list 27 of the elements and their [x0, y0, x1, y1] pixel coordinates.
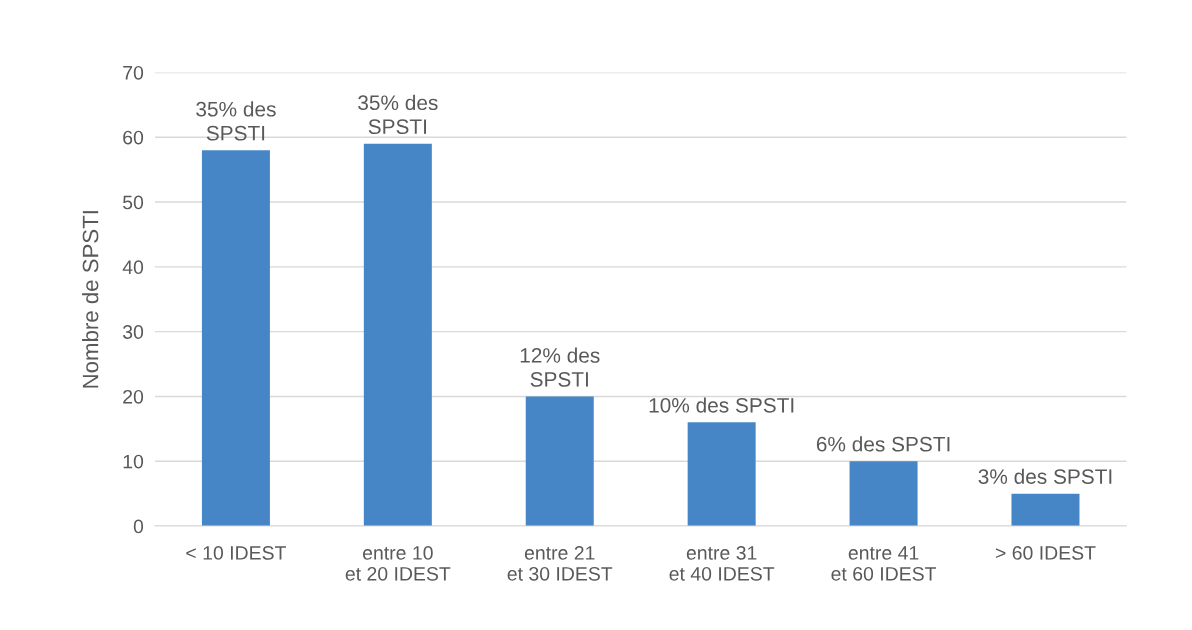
y-tick-label: 50 [123, 195, 144, 210]
bar [849, 461, 918, 527]
y-tick-label: 30 [122, 325, 144, 339]
bar [201, 150, 270, 527]
x-tick-label: entre 31 et 40 IDEST [669, 546, 775, 581]
y-tick-label: 60 [123, 130, 144, 145]
y-axis-title: Nombre de SPSTI [82, 211, 99, 388]
x-tick-label: < 10 IDEST [186, 546, 286, 560]
annotation: 12% des SPSTI [520, 347, 600, 387]
x-tick-label: > 60 IDEST [995, 546, 1096, 560]
annotation: 35% des SPSTI [196, 101, 276, 141]
y-tick-label: 40 [122, 260, 144, 275]
annotation: 10% des SPSTI [649, 397, 794, 413]
bar [1011, 493, 1080, 527]
bar [525, 396, 594, 527]
y-tick-label: 20 [123, 389, 144, 404]
x-tick-label: entre 10 et 20 IDEST [345, 546, 451, 581]
annotation: 3% des SPSTI [978, 468, 1112, 484]
y-tick-label: 70 [123, 65, 144, 80]
y-tick-label: 0 [133, 519, 144, 534]
x-tick-label: entre 41 et 60 IDEST [831, 546, 937, 581]
annotation: 35% des SPSTI [358, 94, 438, 135]
annotation: 6% des SPSTI [816, 436, 950, 452]
bar [363, 143, 432, 527]
x-tick-label: entre 21 et 30 IDEST [507, 546, 613, 581]
y-tick-label: 10 [123, 454, 144, 469]
bar [687, 422, 756, 527]
